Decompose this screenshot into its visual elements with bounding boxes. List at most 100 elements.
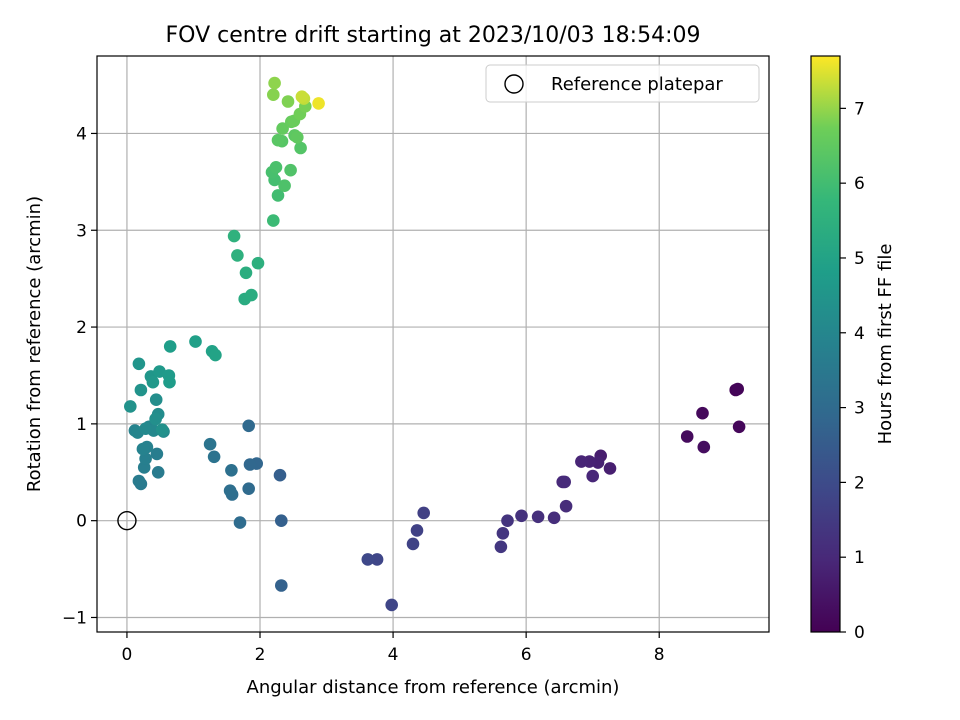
y-tick-label: 0 <box>76 512 87 532</box>
data-point <box>139 452 152 466</box>
data-point <box>558 475 571 489</box>
data-point <box>680 430 694 443</box>
data-point <box>227 229 241 243</box>
data-point <box>163 375 176 389</box>
data-point <box>242 419 255 433</box>
data-point <box>697 440 711 454</box>
x-tick-label: 2 <box>255 645 266 665</box>
colorbar-tick-label: 4 <box>854 324 865 344</box>
x-axis-label: Angular distance from reference (arcmin) <box>247 677 620 698</box>
x-axis-ticks: 0 2 4 6 8 <box>122 632 665 665</box>
data-point <box>242 482 255 496</box>
data-point <box>291 131 304 144</box>
data-point <box>267 88 280 101</box>
reference-platepar-marker <box>117 510 137 531</box>
colorbar-tick-label: 0 <box>854 623 865 643</box>
data-point <box>731 382 744 396</box>
y-tick-label: 2 <box>76 318 87 338</box>
grid <box>97 56 769 632</box>
data-point <box>203 437 217 451</box>
data-point <box>251 256 265 270</box>
data-point <box>284 163 297 177</box>
data-point <box>547 511 561 525</box>
data-point <box>132 474 146 488</box>
colorbar-tick-label: 2 <box>854 473 865 493</box>
data-point <box>245 288 258 302</box>
data-point <box>275 579 288 592</box>
data-point <box>417 506 431 520</box>
data-point <box>278 179 291 192</box>
data-point <box>586 469 599 483</box>
data-point <box>231 249 244 262</box>
data-point <box>269 161 283 174</box>
data-point <box>209 348 222 362</box>
data-point <box>243 458 257 471</box>
data-point <box>385 598 399 612</box>
data-point <box>295 90 309 103</box>
legend-box <box>485 64 760 103</box>
data-point <box>149 412 162 426</box>
y-axis-label: Rotation from reference (arcmin) <box>24 196 45 492</box>
data-point <box>410 524 424 537</box>
data-point <box>531 510 545 524</box>
y-axis-ticks: −1 0 1 2 3 4 <box>62 124 97 628</box>
data-point <box>271 133 285 147</box>
data-point <box>732 420 746 434</box>
data-point <box>696 406 709 420</box>
colorbar-tick-label: 5 <box>854 249 865 269</box>
data-point <box>275 514 288 527</box>
data-point <box>233 516 247 529</box>
data-point <box>124 400 137 413</box>
legend-entry: Reference platepar <box>551 74 723 95</box>
data-point <box>312 97 325 110</box>
data-point <box>134 383 148 397</box>
data-point <box>494 540 508 554</box>
data-point <box>132 357 146 371</box>
data-point <box>361 553 375 566</box>
legend: Reference platepar <box>485 64 760 103</box>
data-point <box>146 375 160 389</box>
data-point <box>370 553 384 566</box>
data-point <box>149 393 163 407</box>
colorbar-tick-label: 3 <box>854 399 865 419</box>
y-tick-label: 1 <box>76 415 87 435</box>
chart-title: FOV centre drift starting at 2023/10/03 … <box>166 23 701 48</box>
data-point <box>239 266 253 280</box>
data-point <box>575 455 588 468</box>
data-point <box>496 527 510 540</box>
data-point <box>268 76 281 90</box>
data-point <box>294 141 307 155</box>
x-tick-label: 4 <box>388 645 399 665</box>
y-tick-label: 4 <box>76 124 87 144</box>
data-point <box>281 95 295 108</box>
data-point <box>276 122 289 135</box>
data-point <box>225 464 238 477</box>
data-point <box>151 466 165 479</box>
x-tick-label: 0 <box>122 645 133 665</box>
data-point <box>273 468 287 482</box>
legend-marker-icon <box>504 74 524 94</box>
data-point <box>139 422 152 436</box>
data-point <box>406 537 420 551</box>
colorbar <box>810 55 841 633</box>
data-point <box>150 447 164 461</box>
x-tick-label: 6 <box>521 645 532 665</box>
data-point <box>501 514 514 527</box>
data-point <box>559 499 573 513</box>
data-points <box>124 76 746 612</box>
colorbar-tick-label: 7 <box>854 99 865 119</box>
plot-frame <box>96 55 770 633</box>
data-point <box>136 442 150 456</box>
colorbar-tick-label: 6 <box>854 174 865 194</box>
data-point <box>603 462 617 475</box>
data-point <box>267 214 280 227</box>
y-tick-label: 3 <box>76 221 87 241</box>
x-tick-label: 8 <box>654 645 665 665</box>
colorbar-label: Hours from first FF file <box>875 244 896 445</box>
y-tick-label: −1 <box>62 608 87 628</box>
data-point <box>223 484 237 498</box>
data-point <box>515 509 528 523</box>
colorbar-tick-label: 1 <box>854 548 865 568</box>
